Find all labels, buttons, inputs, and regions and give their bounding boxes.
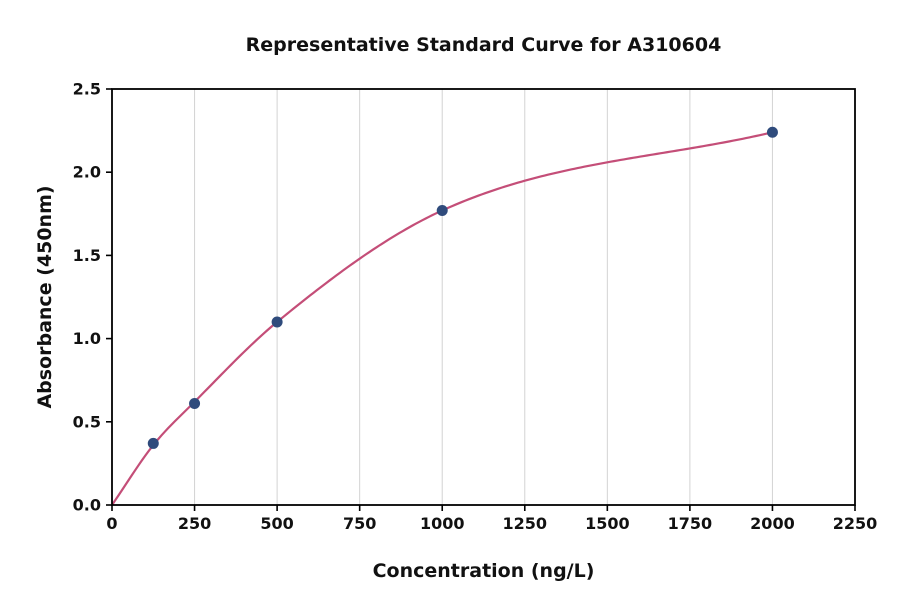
y-tick-label: 1.0 [73,329,101,348]
x-tick-label: 750 [343,514,376,533]
data-point [147,437,159,449]
data-point [189,397,201,409]
y-tick-label: 1.5 [73,246,101,265]
x-tick-label: 2250 [833,514,878,533]
x-tick-label: 1500 [585,514,630,533]
data-point [766,126,778,138]
chart-title: Representative Standard Curve for A31060… [245,34,722,56]
y-tick-label: 0.0 [73,496,101,515]
x-tick-label: 250 [178,514,211,533]
x-axis-label: Concentration (ng/L) [372,560,595,582]
x-tick-label: 1000 [420,514,465,533]
x-tick-label: 500 [260,514,293,533]
y-tick-label: 2.0 [73,163,101,182]
y-tick-label: 2.5 [73,80,101,99]
x-tick-label: 1250 [503,514,548,533]
plot-border [111,88,856,506]
x-tick-label: 2000 [750,514,795,533]
data-point [436,204,448,216]
x-tick-label: 0 [106,514,117,533]
data-point [271,316,283,328]
y-tick-label: 0.5 [73,412,101,431]
x-tick-label: 1750 [668,514,713,533]
